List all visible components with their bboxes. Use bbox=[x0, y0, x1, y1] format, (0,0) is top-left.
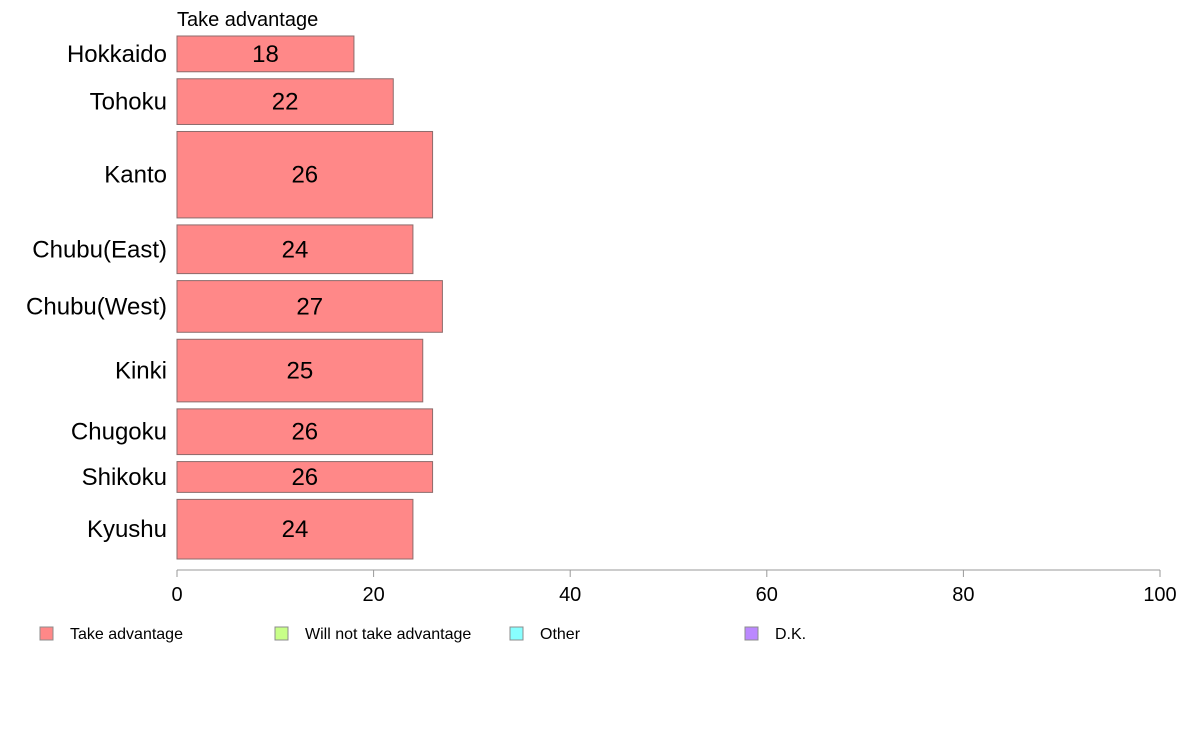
x-tick-label: 0 bbox=[171, 584, 182, 606]
legend-swatch bbox=[744, 626, 759, 641]
series-title: Take advantage bbox=[177, 9, 318, 31]
legend-label: Take advantage bbox=[70, 626, 183, 643]
category-label: Shikoku bbox=[82, 464, 167, 491]
legend-swatch bbox=[39, 626, 54, 641]
value-label: 25 bbox=[287, 358, 314, 385]
x-tick-label: 100 bbox=[1143, 584, 1176, 606]
x-tick-label: 20 bbox=[362, 584, 384, 606]
category-label: Chubu(West) bbox=[26, 293, 167, 320]
bar-shikoku bbox=[176, 461, 434, 493]
legend-swatch bbox=[274, 626, 289, 641]
value-label: 27 bbox=[296, 293, 323, 320]
legend: Take advantage Will not take advantage Oth… bbox=[39, 626, 806, 643]
value-label: 26 bbox=[291, 419, 318, 446]
x-tick-label: 60 bbox=[756, 584, 778, 606]
category-label: Chugoku bbox=[71, 419, 167, 446]
x-tick-label: 80 bbox=[952, 584, 974, 606]
category-label: Chubu(East) bbox=[32, 236, 167, 263]
value-label: 24 bbox=[282, 236, 309, 263]
category-label: Tohoku bbox=[90, 89, 167, 116]
bars-group bbox=[176, 35, 443, 560]
value-label: 26 bbox=[291, 162, 318, 189]
category-label: Kinki bbox=[115, 358, 167, 385]
legend-label: Will not take advantage bbox=[305, 626, 471, 643]
bar-chugoku bbox=[176, 408, 434, 456]
bar-chubu-west- bbox=[176, 280, 443, 333]
legend-swatch bbox=[509, 626, 524, 641]
bar-kinki bbox=[176, 338, 424, 403]
value-label: 22 bbox=[272, 89, 299, 116]
x-tick-label: 40 bbox=[559, 584, 581, 606]
category-labels: Hokkaido Tohoku Kanto Chubu(East) Chubu(West… bbox=[26, 41, 167, 543]
bar-kyushu bbox=[176, 498, 414, 560]
value-labels: 18 22 26 24 27 25 26 26 24 bbox=[252, 41, 323, 543]
bar-hokkaido bbox=[176, 35, 355, 73]
category-label: Kanto bbox=[104, 162, 167, 189]
legend-label: Other bbox=[540, 626, 581, 643]
bar-kanto bbox=[176, 130, 434, 219]
x-axis: 0 20 40 60 80 100 bbox=[171, 569, 1177, 606]
category-label: Hokkaido bbox=[67, 41, 167, 68]
legend-label: D.K. bbox=[775, 626, 806, 643]
value-label: 18 bbox=[252, 41, 279, 68]
bar-tohoku bbox=[176, 78, 394, 125]
category-label: Kyushu bbox=[87, 516, 167, 543]
value-label: 26 bbox=[291, 464, 318, 491]
bar-chubu-east- bbox=[176, 224, 414, 275]
value-label: 24 bbox=[282, 516, 309, 543]
